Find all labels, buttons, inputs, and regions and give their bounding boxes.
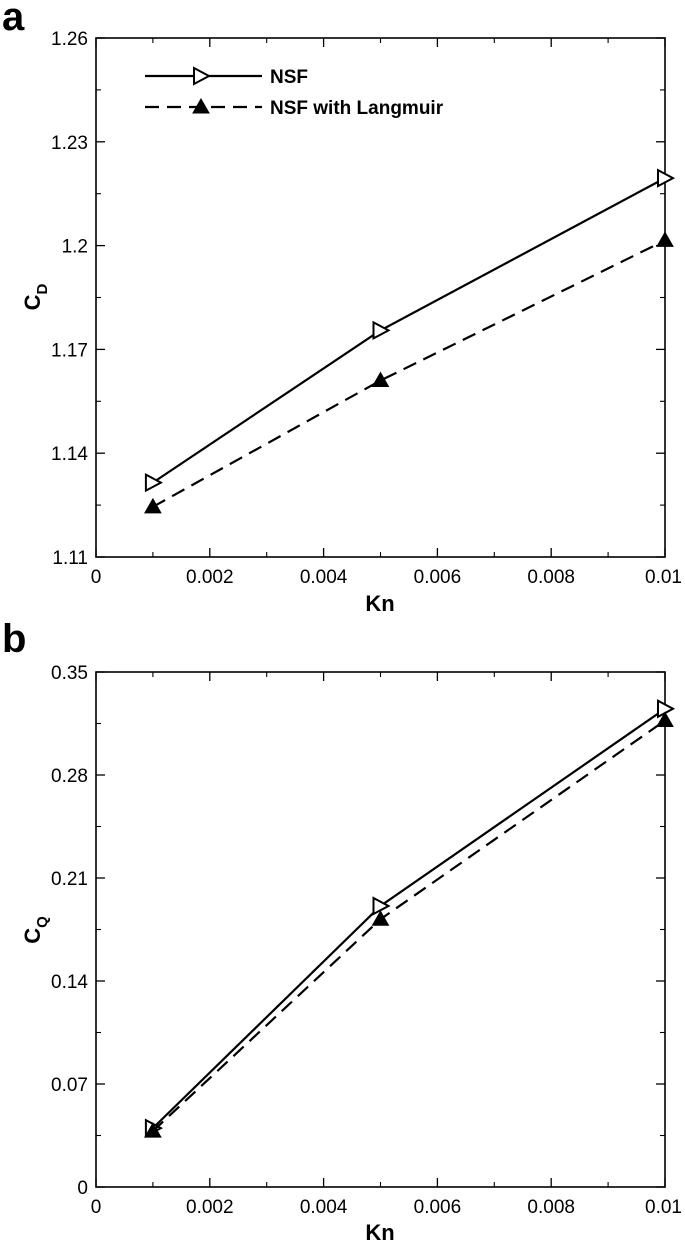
y-tick-label: 0 xyxy=(77,1178,88,1199)
y-axis-title-sub: Q xyxy=(34,916,51,928)
y-axis-title: CD xyxy=(20,283,51,310)
data-point-nsf-langmuir xyxy=(371,910,390,926)
x-tick-label: 0.004 xyxy=(300,567,348,588)
y-tick-label: 0.35 xyxy=(51,663,88,684)
svg-text:CD: CD xyxy=(20,283,51,310)
y-tick-label: 1.17 xyxy=(51,340,88,361)
legend-label-nsf-langmuir: NSF with Langmuir xyxy=(270,98,444,119)
x-axis-title: Kn xyxy=(365,591,394,616)
x-tick-label: 0.004 xyxy=(300,1197,348,1218)
y-tick-label: 1.11 xyxy=(52,548,88,569)
x-tick-label: 0.006 xyxy=(414,1197,462,1218)
y-tick-label: 0.07 xyxy=(51,1075,88,1096)
x-tick-label: 0 xyxy=(91,1197,102,1218)
series-line-nsf xyxy=(152,177,666,484)
chart-panel-b: b CQ Kn 0 0.002 0.004 0.006 0.008 0.01 0 0.07 0.… xyxy=(2,617,682,1245)
x-tick-label: 0.006 xyxy=(414,567,462,588)
y-axis-title-sub: D xyxy=(34,283,51,294)
y-tick-label: 0.21 xyxy=(51,869,88,890)
data-point-nsf-langmuir xyxy=(144,1122,162,1138)
x-tick-label: 0.008 xyxy=(527,567,575,588)
x-tick-label: 0.01 xyxy=(645,1197,682,1218)
y-tick-label: 1.26 xyxy=(51,29,88,50)
legend-marker-nsf xyxy=(193,66,212,86)
x-tick-label: 0.01 xyxy=(645,567,682,588)
x-tick-label: 0.008 xyxy=(527,1197,575,1218)
legend-entry-nsf: NSF xyxy=(145,66,308,88)
series-line-nsf-langmuir xyxy=(152,719,666,1132)
legend-marker-nsf-langmuir xyxy=(192,97,210,114)
data-point-nsf-langmuir xyxy=(656,711,674,728)
x-tick-label: 0.002 xyxy=(186,567,234,588)
y-axis-title: CQ xyxy=(20,916,51,944)
x-tick-label: 0 xyxy=(91,567,102,588)
data-point-nsf-langmuir xyxy=(144,497,162,514)
data-point-nsf xyxy=(372,320,391,341)
y-tick-label: 0.28 xyxy=(51,766,88,787)
y-tick-label: 1.14 xyxy=(51,444,88,465)
panel-label: b xyxy=(2,617,26,661)
data-point-nsf xyxy=(144,472,164,493)
series-line-nsf xyxy=(152,707,666,1129)
svg-text:CQ: CQ xyxy=(20,916,51,944)
y-axis-title-main: C xyxy=(20,928,45,944)
y-tick-label: 1.23 xyxy=(51,133,88,154)
y-tick-label: 1.2 xyxy=(62,237,88,258)
y-axis-title-main: C xyxy=(20,294,45,310)
plot-frame xyxy=(95,671,666,1188)
chart-panel-a: a CD Kn NSF NSF with Langmuir 0 0.002 0.00… xyxy=(2,0,682,616)
data-point-nsf xyxy=(372,896,391,916)
data-point-nsf-langmuir xyxy=(371,371,390,388)
x-tick-label: 0.002 xyxy=(186,1197,234,1218)
legend-label-nsf: NSF xyxy=(270,67,308,88)
series-line-nsf-langmuir xyxy=(152,239,666,508)
y-tick-label: 0.14 xyxy=(51,972,88,993)
panel-label: a xyxy=(2,0,25,39)
legend: NSF NSF with Langmuir xyxy=(145,66,444,119)
data-point-nsf xyxy=(657,168,676,188)
data-point-nsf-langmuir xyxy=(656,231,674,247)
legend-entry-nsf-langmuir: NSF with Langmuir xyxy=(145,97,444,119)
x-axis-title: Kn xyxy=(365,1220,394,1245)
